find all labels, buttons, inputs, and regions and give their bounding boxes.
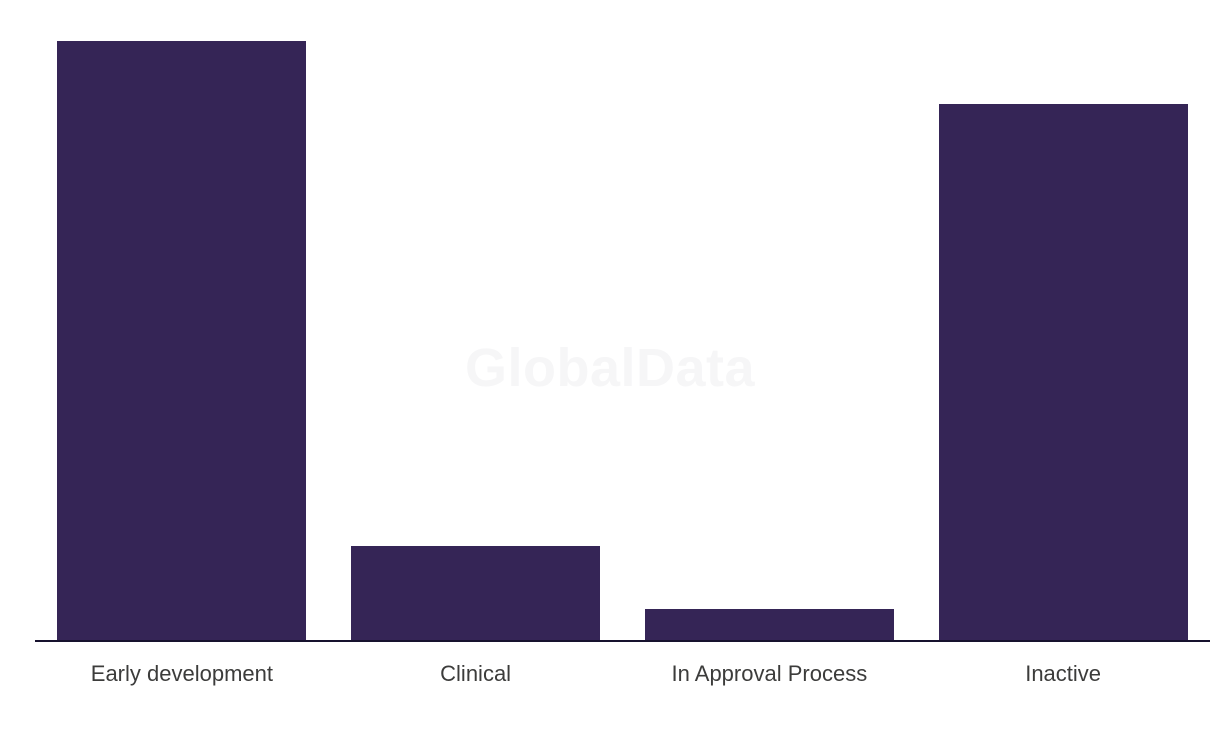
bar-clinical <box>351 546 601 641</box>
x-axis-labels: Early development Clinical In Approval Pro… <box>35 659 1210 689</box>
x-label-early-development: Early development <box>90 661 273 686</box>
bar-slot-clinical <box>329 41 623 641</box>
bar-slot-inactive <box>916 41 1210 641</box>
globaldata-watermark: GlobalData <box>464 338 756 398</box>
x-label-inactive: Inactive <box>1025 661 1102 686</box>
bar-early-development <box>57 41 307 641</box>
bar-inactive <box>938 104 1188 641</box>
x-axis-line <box>35 640 1210 642</box>
x-label-in-approval-process: In Approval Process <box>671 661 868 686</box>
bar-in-approval-process <box>644 609 894 641</box>
bar-slot-in-approval-process <box>623 41 917 641</box>
plot-area <box>35 41 1210 641</box>
bar-slot-early-development <box>35 41 329 641</box>
x-label-clinical: Clinical <box>440 661 512 686</box>
